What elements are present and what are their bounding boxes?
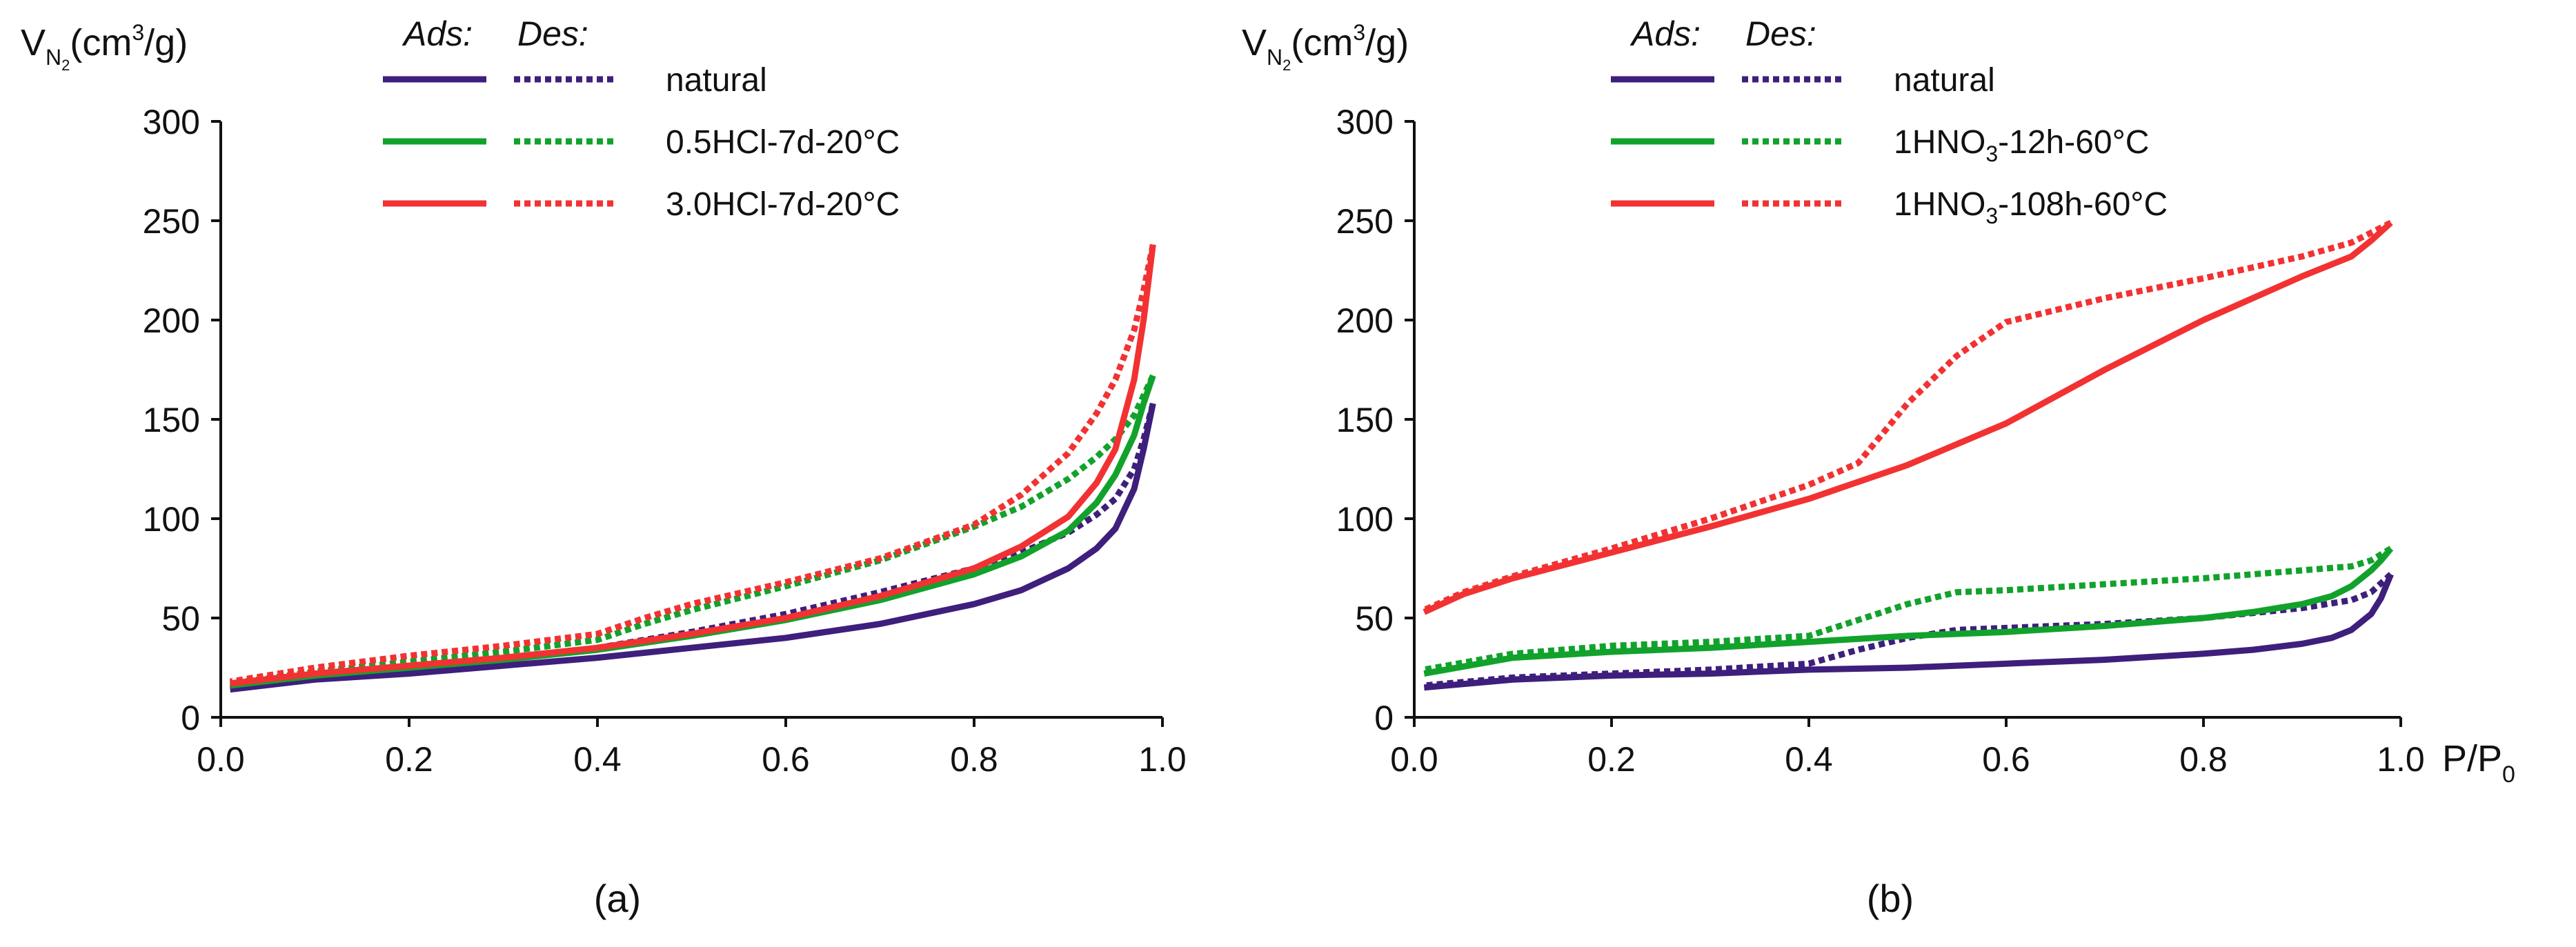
y-tick-label: 150 bbox=[143, 401, 200, 439]
x-axis-title: P/P0 bbox=[2442, 738, 2515, 788]
x-tick-label: 0.0 bbox=[1390, 740, 1438, 779]
y-tick-label: 250 bbox=[143, 202, 200, 241]
series-line-des-1 bbox=[1423, 572, 2393, 689]
series-line-ads-2 bbox=[1423, 546, 2394, 677]
legend: Ads: Des: natural 1HNO3-12h-60°C 1HNO3-108h-… bbox=[1611, 14, 2168, 228]
chart-panel-b: 0 50 100 150 200 250 300 0.0 0.2 0.4 0.6 0.8 1.0 VN2(… bbox=[1242, 14, 2515, 920]
panel-label: (a) bbox=[594, 877, 641, 920]
y-tick-label: 50 bbox=[1355, 599, 1394, 638]
x-tick-label: 0.6 bbox=[762, 740, 810, 779]
x-tick-label: 0.6 bbox=[1982, 740, 2030, 779]
series-line-ads-4 bbox=[1423, 220, 2393, 615]
y-tick-label: 150 bbox=[1336, 401, 1394, 439]
series-line-ads-0 bbox=[230, 403, 1156, 693]
x-tick-label: 1.0 bbox=[2377, 740, 2425, 779]
panel-label: (b) bbox=[1867, 877, 1914, 920]
x-tick-label: 0.2 bbox=[1587, 740, 1636, 779]
legend-ads-header: Ads: bbox=[402, 14, 473, 53]
y-axis-title: VN2(cm3/g) bbox=[21, 20, 188, 74]
y-tick-label: 250 bbox=[1336, 202, 1394, 241]
y-tick-label: 200 bbox=[143, 301, 200, 340]
legend: Ads: Des: natural 0.5HCl-7d-20°C 3.0HCl-7d-2… bbox=[383, 14, 900, 223]
legend-des-header: Des: bbox=[517, 14, 588, 53]
series-line-ads-0 bbox=[1423, 572, 2394, 691]
legend-label: 0.5HCl-7d-20°C bbox=[666, 124, 900, 161]
x-tick-label: 0.0 bbox=[197, 740, 245, 779]
y-tick-label: 300 bbox=[1336, 103, 1394, 141]
y-tick-label: 300 bbox=[143, 103, 200, 141]
x-tick-label: 0.4 bbox=[573, 740, 622, 779]
legend-label: 1HNO3-108h-60°C bbox=[1894, 186, 2168, 228]
x-tick-label: 0.2 bbox=[385, 740, 433, 779]
series-line-des-3 bbox=[1423, 546, 2393, 673]
y-tick-label: 200 bbox=[1336, 301, 1394, 340]
legend-ads-header: Ads: bbox=[1629, 14, 1701, 53]
y-tick-label: 0 bbox=[181, 699, 200, 737]
x-tick-label: 1.0 bbox=[1138, 740, 1187, 779]
legend-label: 1HNO3-12h-60°C bbox=[1894, 124, 2149, 166]
series-line-ads-4 bbox=[230, 244, 1156, 687]
x-tick-label: 0.8 bbox=[2179, 740, 2228, 779]
series-line-des-5 bbox=[229, 243, 1156, 685]
chart-panel-a: 0 50 100 150 200 250 300 0.0 0.2 0.4 0.6 0.8 1.0 VN2(… bbox=[21, 14, 1187, 920]
legend-des-header: Des: bbox=[1745, 14, 1816, 53]
y-tick-label: 0 bbox=[1374, 699, 1394, 737]
series-line-des-5 bbox=[1423, 219, 2392, 613]
y-tick-label: 100 bbox=[143, 500, 200, 539]
y-tick-label: 50 bbox=[161, 599, 200, 638]
x-tick-label: 0.8 bbox=[950, 740, 998, 779]
x-tick-label: 0.4 bbox=[1785, 740, 1833, 779]
y-tick-label: 100 bbox=[1336, 500, 1394, 539]
series-line-ads-2 bbox=[230, 375, 1156, 689]
y-axis-title: VN2(cm3/g) bbox=[1242, 20, 1409, 74]
legend-label: natural bbox=[666, 62, 767, 99]
legend-label: 3.0HCl-7d-20°C bbox=[666, 186, 900, 223]
legend-label: natural bbox=[1894, 62, 1995, 99]
